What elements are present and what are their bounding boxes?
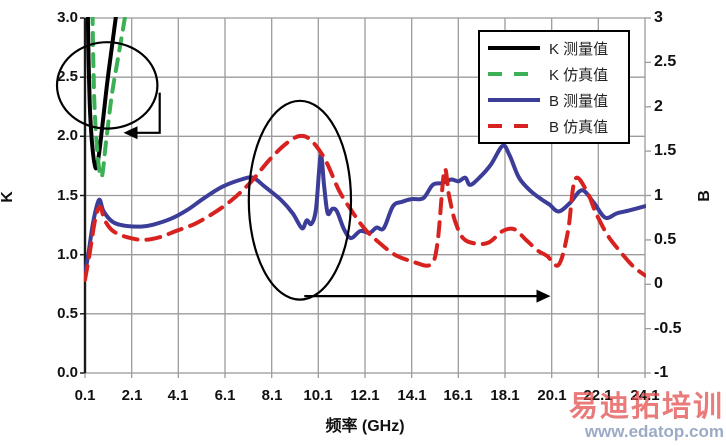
- annotation-arrow-k-head: [123, 126, 138, 140]
- left-y-tick-label: 1.5: [57, 187, 78, 204]
- right-y-tick-label: 3: [654, 9, 663, 26]
- annotation-ellipse-b: [247, 99, 353, 301]
- x-axis-title: 频率 (GHz): [325, 418, 405, 435]
- curve-k-simulated: [90, 17, 128, 180]
- x-tick-label: 8.1: [261, 387, 283, 404]
- left-y-tick-label: 3.0: [57, 9, 78, 26]
- legend-label: B 仿真值: [549, 118, 609, 136]
- x-tick-label: 4.1: [167, 387, 189, 404]
- legend-item-b-measured: B 测量值: [480, 88, 628, 113]
- b-measured-line-sample: [488, 98, 540, 102]
- annotation-ellipse-k: [55, 41, 159, 130]
- x-tick-label: 24.1: [630, 387, 660, 404]
- legend-item-k-measured: K 测量值: [480, 36, 628, 61]
- x-tick-label: 10.1: [303, 387, 333, 404]
- legend: K 测量值 K 仿真值 B 测量值 B 仿真值: [478, 30, 630, 144]
- x-tick-label: 2.1: [121, 387, 143, 404]
- x-tick-label: 12.1: [350, 387, 380, 404]
- left-y-tick-label: 0.5: [57, 305, 78, 322]
- left-y-axis-title: K: [0, 191, 16, 203]
- x-tick-label: 18.1: [490, 387, 520, 404]
- legend-label: B 测量值: [549, 92, 609, 110]
- k-simulated-line-sample: [488, 72, 540, 76]
- b-simulated-line-sample: [488, 124, 540, 128]
- right-y-axis-title: B: [695, 190, 713, 202]
- x-tick-label: 14.1: [397, 387, 427, 404]
- right-y-tick-label: -1: [654, 364, 669, 381]
- left-y-tick-label: 0.0: [57, 364, 78, 381]
- curve-b-measured: [84, 143, 646, 276]
- legend-item-b-simulated: B 仿真值: [480, 114, 628, 139]
- left-y-tick-label: 1.0: [57, 246, 78, 263]
- legend-label: K 测量值: [549, 40, 609, 58]
- left-y-tick-label: 2.0: [57, 127, 78, 144]
- right-y-tick-label: 0: [654, 275, 663, 292]
- right-y-tick-label: 0.5: [654, 231, 677, 248]
- right-y-tick-label: 1.5: [654, 142, 677, 159]
- x-tick-label: 16.1: [443, 387, 473, 404]
- x-tick-label: 6.1: [214, 387, 236, 404]
- right-y-tick-label: 1: [654, 187, 663, 204]
- right-y-tick-label: 2.5: [654, 53, 677, 70]
- right-y-tick-label: 2: [654, 98, 663, 115]
- annotation-arrow-k: [137, 92, 161, 134]
- x-tick-label: 0.1: [74, 387, 96, 404]
- x-tick-label: 22.1: [583, 387, 613, 404]
- curve-b-simulated: [84, 133, 646, 282]
- k-measured-line-sample: [488, 46, 540, 50]
- legend-item-k-simulated: K 仿真值: [480, 62, 628, 87]
- x-tick-label: 20.1: [537, 387, 567, 404]
- annotation-arrow-b-head: [536, 289, 551, 303]
- legend-label: K 仿真值: [549, 66, 609, 84]
- series-curves: [84, 17, 646, 282]
- left-y-tick-label: 2.5: [57, 68, 78, 85]
- right-y-tick-label: -0.5: [654, 320, 682, 337]
